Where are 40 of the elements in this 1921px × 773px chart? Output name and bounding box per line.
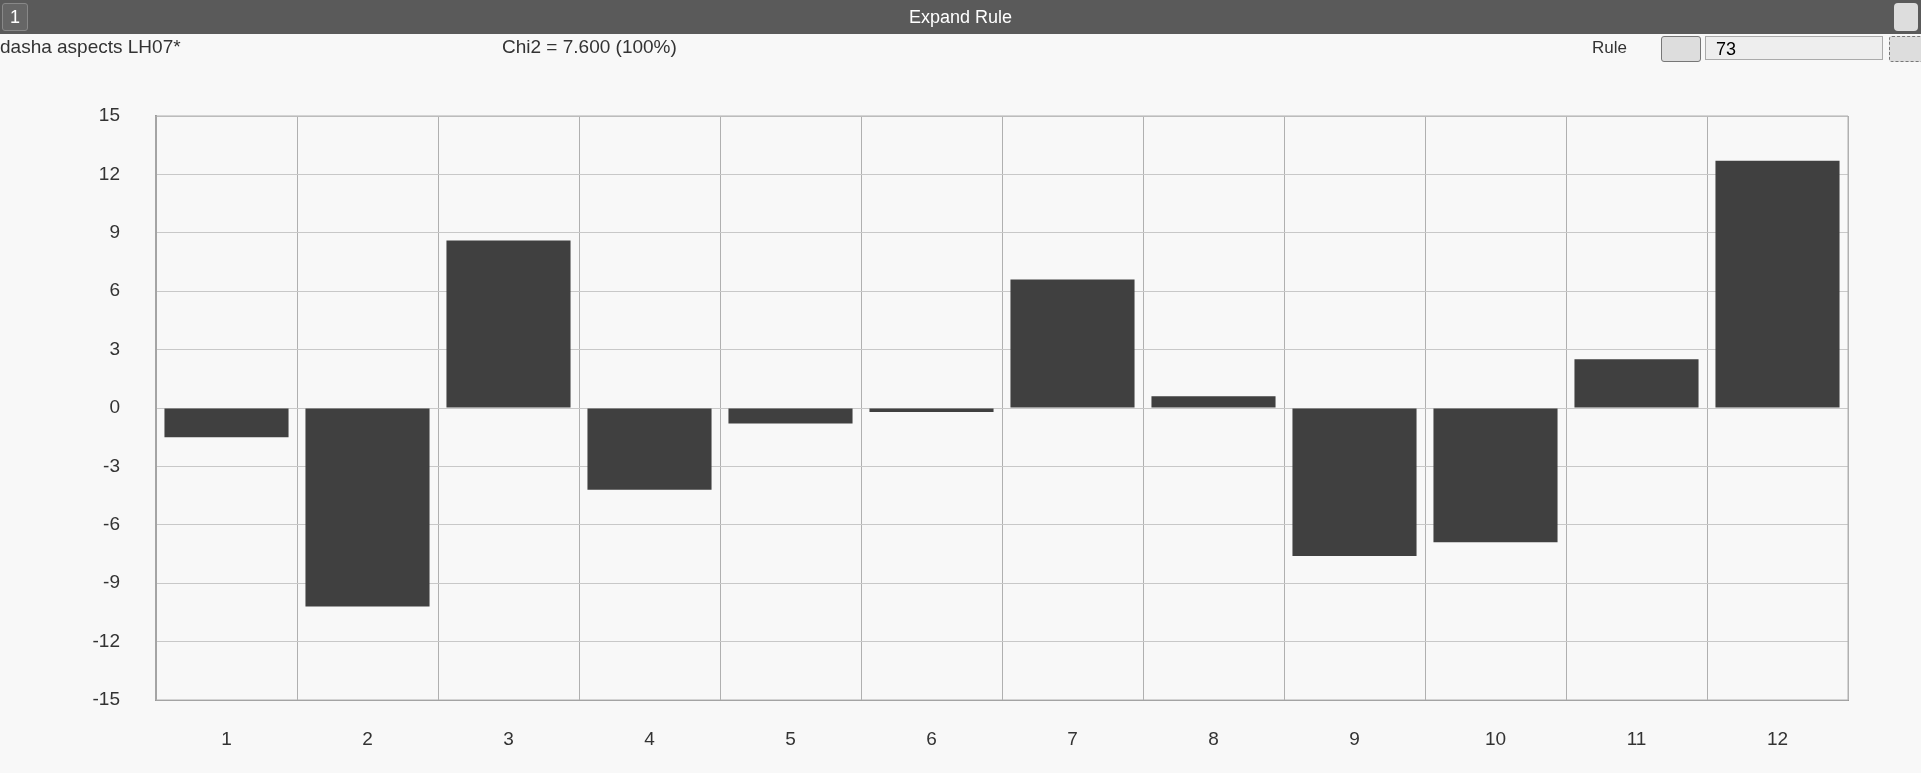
y-tick-label: -9 xyxy=(103,571,120,593)
x-tick-label: 3 xyxy=(503,727,514,749)
text: Chi2 = 7.600 (100%) xyxy=(502,36,677,58)
x-tick-label: 9 xyxy=(1349,727,1360,749)
text: Rule xyxy=(1592,38,1627,58)
bar xyxy=(164,408,289,438)
bar xyxy=(446,240,571,408)
x-tick-label: 4 xyxy=(644,727,656,749)
bar xyxy=(1574,359,1699,408)
y-tick-label: -6 xyxy=(103,513,120,535)
y-tick-label: 9 xyxy=(109,221,120,243)
text: 73 xyxy=(1705,36,1883,60)
x-tick-label: 6 xyxy=(926,727,937,749)
chart-subtitle: dasha aspects LH07* xyxy=(0,36,181,58)
bar xyxy=(587,408,712,490)
chart-title: Expand Rule xyxy=(908,7,1013,27)
text: 1 xyxy=(2,3,28,31)
x-tick-label: 5 xyxy=(785,727,796,749)
y-tick-label: -12 xyxy=(92,629,120,651)
y-tick-label: 0 xyxy=(109,396,120,418)
bar xyxy=(728,408,853,424)
x-tick-label: 11 xyxy=(1626,727,1647,749)
bar xyxy=(1151,396,1276,408)
y-tick-label: -3 xyxy=(103,454,120,476)
x-tick-label: 12 xyxy=(1766,727,1789,749)
bar xyxy=(1433,408,1558,543)
x-tick-label: 10 xyxy=(1484,727,1507,749)
y-tick-label: -15 xyxy=(92,688,120,710)
y-tick-label: 3 xyxy=(109,337,120,359)
bar xyxy=(1715,160,1840,408)
x-tick-label: 2 xyxy=(362,727,373,749)
y-tick-label: 6 xyxy=(109,279,120,301)
x-tick-label: 1 xyxy=(221,727,232,749)
x-tick-label: 7 xyxy=(1067,727,1078,749)
y-tick-label: 12 xyxy=(98,162,120,184)
bar xyxy=(1292,408,1417,556)
y-tick-label: 15 xyxy=(98,104,120,126)
bar xyxy=(1010,279,1135,408)
x-tick-label: 8 xyxy=(1208,727,1219,749)
bar xyxy=(305,408,430,607)
